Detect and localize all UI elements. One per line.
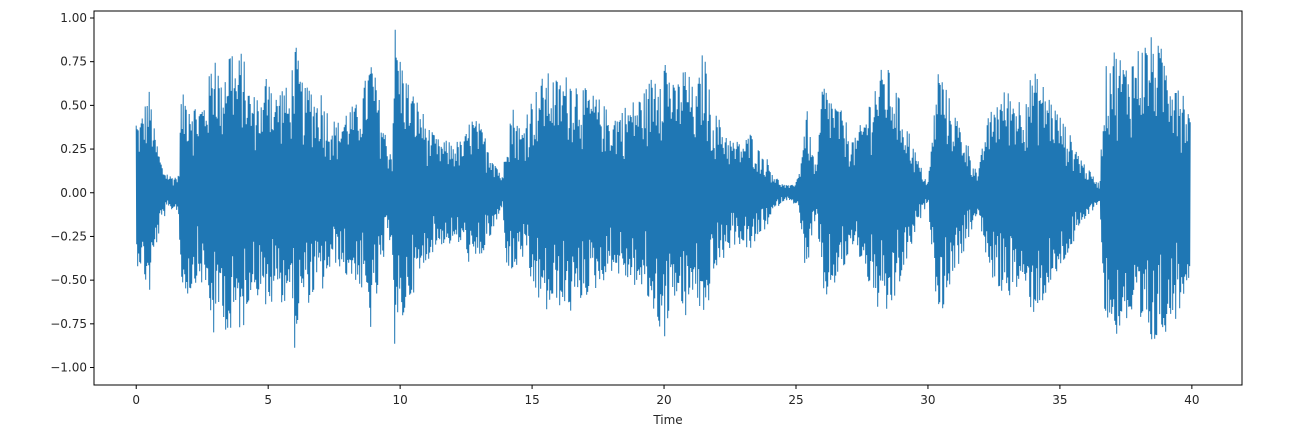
- y-tick-label: −0.25: [50, 229, 87, 243]
- y-tick-label: 0.00: [60, 186, 87, 200]
- x-tick-label: 35: [1052, 393, 1067, 407]
- x-tick-label: 15: [524, 393, 539, 407]
- y-axis: 1.00 0.75 0.50 0.25 0.00 −0.25 −0.50 −0.75 −1.00: [50, 11, 94, 375]
- axes-frame: [93, 10, 1243, 386]
- x-tick-label: 40: [1184, 393, 1199, 407]
- y-tick-label: 0.75: [60, 55, 87, 69]
- y-tick-label: 0.25: [60, 142, 87, 156]
- y-tick-label: 1.00: [60, 11, 87, 25]
- x-tick-label: 5: [264, 393, 272, 407]
- x-tick-label: 25: [788, 393, 803, 407]
- plot-area: [93, 10, 1243, 386]
- x-tick-label: 0: [132, 393, 140, 407]
- x-tick-label: 10: [392, 393, 407, 407]
- y-tick-label: −0.75: [50, 317, 87, 331]
- x-tick-label: 20: [656, 393, 671, 407]
- waveform-series: [135, 29, 1191, 348]
- y-tick-label: 0.50: [60, 98, 87, 112]
- x-tick-label: 30: [920, 393, 935, 407]
- x-axis: 0 5 10 15 20 25 30 35 40: [132, 385, 1199, 407]
- y-tick-label: −0.50: [50, 273, 87, 287]
- y-tick-label: −1.00: [50, 361, 87, 375]
- x-axis-title: Time: [652, 413, 682, 427]
